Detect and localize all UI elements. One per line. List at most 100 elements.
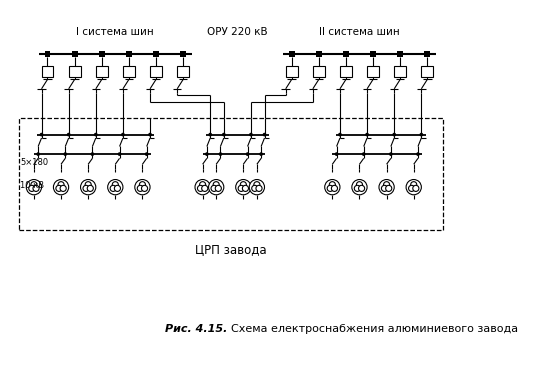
- Bar: [45, 51, 50, 57]
- Text: Схема електроснабжения алюминиевого завода: Схема електроснабжения алюминиевого заво…: [230, 324, 518, 334]
- Circle shape: [108, 179, 123, 195]
- Circle shape: [85, 182, 91, 188]
- Circle shape: [379, 179, 394, 195]
- Circle shape: [240, 182, 246, 188]
- Circle shape: [40, 133, 43, 137]
- Circle shape: [419, 133, 423, 137]
- Circle shape: [211, 185, 217, 192]
- Circle shape: [357, 182, 362, 188]
- Circle shape: [141, 185, 148, 192]
- Text: 10 кВ: 10 кВ: [20, 181, 45, 190]
- Circle shape: [137, 185, 143, 192]
- Circle shape: [112, 182, 118, 188]
- Circle shape: [121, 133, 125, 137]
- Circle shape: [145, 152, 149, 156]
- Text: ОРУ 220 кВ: ОРУ 220 кВ: [207, 27, 268, 37]
- Circle shape: [389, 152, 393, 156]
- Circle shape: [53, 179, 69, 195]
- Circle shape: [263, 133, 266, 137]
- Circle shape: [329, 182, 336, 188]
- Circle shape: [246, 152, 249, 156]
- Bar: [41, 66, 53, 77]
- Circle shape: [254, 182, 260, 188]
- Circle shape: [33, 185, 39, 192]
- Circle shape: [383, 182, 390, 188]
- Text: 5×180: 5×180: [20, 158, 48, 167]
- Bar: [424, 51, 430, 57]
- Circle shape: [354, 185, 360, 192]
- Bar: [96, 66, 108, 77]
- Bar: [313, 66, 325, 77]
- Circle shape: [409, 185, 415, 192]
- Bar: [153, 51, 159, 57]
- Circle shape: [242, 185, 249, 192]
- Circle shape: [386, 185, 392, 192]
- Circle shape: [195, 179, 211, 195]
- Circle shape: [416, 152, 420, 156]
- Circle shape: [256, 185, 262, 192]
- Circle shape: [213, 182, 219, 188]
- Circle shape: [60, 185, 66, 192]
- Circle shape: [352, 179, 367, 195]
- Circle shape: [118, 152, 121, 156]
- Bar: [289, 51, 295, 57]
- Circle shape: [331, 185, 337, 192]
- Circle shape: [406, 179, 422, 195]
- Circle shape: [148, 133, 152, 137]
- Circle shape: [252, 185, 258, 192]
- Circle shape: [335, 152, 338, 156]
- Bar: [370, 51, 376, 57]
- Circle shape: [202, 185, 208, 192]
- Circle shape: [83, 185, 89, 192]
- Bar: [286, 66, 297, 77]
- Circle shape: [56, 185, 62, 192]
- Bar: [397, 51, 403, 57]
- Circle shape: [91, 152, 95, 156]
- Circle shape: [249, 133, 253, 137]
- Text: II система шин: II система шин: [319, 27, 400, 37]
- Circle shape: [362, 152, 366, 156]
- Bar: [177, 66, 189, 77]
- Circle shape: [411, 182, 417, 188]
- Circle shape: [63, 152, 67, 156]
- Circle shape: [208, 133, 212, 137]
- Circle shape: [31, 182, 37, 188]
- Circle shape: [259, 152, 263, 156]
- Bar: [69, 66, 81, 77]
- Bar: [394, 66, 406, 77]
- Bar: [422, 66, 433, 77]
- Circle shape: [135, 179, 150, 195]
- Circle shape: [198, 185, 204, 192]
- Circle shape: [58, 182, 64, 188]
- Bar: [340, 66, 352, 77]
- Bar: [19, 118, 442, 230]
- Circle shape: [222, 133, 226, 137]
- Text: Рис. 4.15.: Рис. 4.15.: [165, 324, 227, 334]
- Circle shape: [338, 133, 342, 137]
- Circle shape: [238, 185, 244, 192]
- Circle shape: [37, 152, 40, 156]
- Circle shape: [94, 133, 98, 137]
- Bar: [123, 66, 135, 77]
- Bar: [180, 51, 186, 57]
- Circle shape: [381, 185, 388, 192]
- Bar: [99, 51, 105, 57]
- Circle shape: [205, 152, 209, 156]
- Circle shape: [81, 179, 96, 195]
- Circle shape: [110, 185, 116, 192]
- Circle shape: [359, 185, 365, 192]
- Circle shape: [215, 185, 221, 192]
- Bar: [71, 51, 77, 57]
- Bar: [150, 66, 162, 77]
- Circle shape: [200, 182, 206, 188]
- Circle shape: [413, 185, 419, 192]
- Circle shape: [236, 179, 251, 195]
- Circle shape: [140, 182, 146, 188]
- Circle shape: [208, 179, 224, 195]
- Bar: [343, 51, 349, 57]
- Circle shape: [29, 185, 35, 192]
- Circle shape: [325, 179, 340, 195]
- Circle shape: [249, 179, 265, 195]
- Circle shape: [327, 185, 333, 192]
- Circle shape: [393, 133, 396, 137]
